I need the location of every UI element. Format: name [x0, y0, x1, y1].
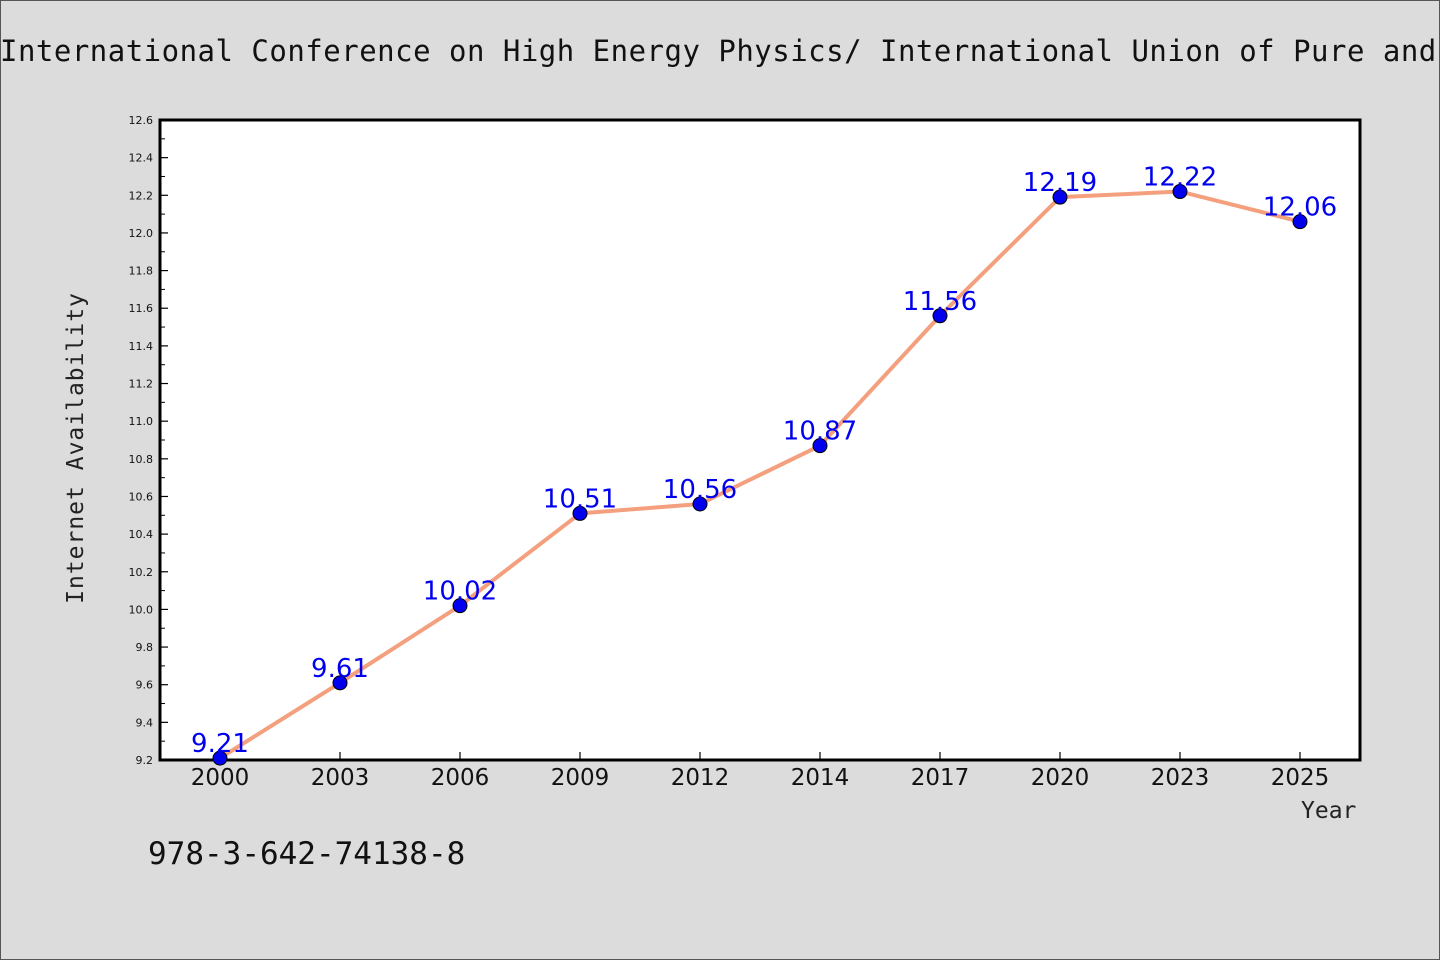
data-label-2006: 10.02	[423, 577, 497, 607]
y-tick-label: 9.8	[136, 641, 154, 654]
data-point-2003	[332, 675, 348, 691]
x-tick-label: 2009	[551, 765, 610, 791]
y-tick-label: 12.4	[129, 152, 154, 165]
y-tick-label: 11.0	[129, 415, 154, 428]
data-point-2012	[692, 496, 708, 512]
x-tick-label: 2020	[1031, 765, 1090, 791]
data-label-2003: 9.61	[311, 654, 369, 684]
data-point-2000	[212, 750, 228, 766]
data-point-2017	[932, 308, 948, 324]
x-tick-label: 2023	[1151, 765, 1210, 791]
x-tick-label: 2006	[431, 765, 490, 791]
data-label-2025: 12.06	[1263, 193, 1337, 223]
data-label-2017: 11.56	[903, 287, 977, 317]
data-point-2006	[452, 598, 468, 614]
y-tick-label: 9.2	[136, 754, 154, 767]
chart-title: International Conference on High Energy …	[0, 34, 1437, 68]
y-tick-label: 11.8	[129, 265, 154, 278]
y-tick-label: 11.2	[129, 378, 154, 391]
x-tick-label: 2003	[311, 765, 370, 791]
y-axis: 9.2 9.4 9.6 9.8 10.0 10.2 10.4 10.6 10.8 11.0 11.2…	[129, 114, 168, 767]
data-point-2020	[1052, 189, 1068, 205]
x-axis-label: Year	[1301, 798, 1357, 824]
y-tick-label: 12.6	[129, 114, 154, 127]
x-tick-label: 2012	[671, 765, 730, 791]
y-tick-label: 10.0	[129, 603, 154, 616]
y-tick-label: 9.6	[136, 679, 154, 692]
y-tick-label: 12.0	[129, 227, 154, 240]
data-point-2025	[1292, 214, 1308, 230]
y-tick-label: 9.4	[136, 716, 154, 729]
x-tick-label: 2000	[191, 765, 250, 791]
data-label-2014: 10.87	[783, 417, 857, 447]
data-point-2014	[812, 438, 828, 454]
data-label-2012: 10.56	[663, 475, 737, 505]
data-point-2023	[1172, 184, 1188, 200]
y-tick-label: 12.2	[129, 189, 154, 202]
y-tick-label: 11.4	[129, 340, 154, 353]
data-label-2009: 10.51	[543, 484, 617, 514]
isbn-footer: 978-3-642-74138-8	[148, 836, 466, 872]
y-tick-label: 10.6	[129, 490, 154, 503]
data-label-2000: 9.21	[191, 729, 249, 759]
y-tick-label: 10.2	[129, 566, 154, 579]
series-markers	[212, 184, 1308, 766]
y-tick-label: 10.4	[129, 528, 154, 541]
data-labels: 9.21 9.61 10.02 10.51 10.56 10.87 11.56 12.19 12…	[191, 163, 1337, 760]
x-tick-label: 2014	[791, 765, 850, 791]
plot-area	[158, 118, 1362, 762]
data-label-2023: 12.22	[1143, 163, 1217, 193]
y-axis-label: Internet Availability	[63, 292, 89, 604]
x-axis: 2000 2003 2006 2009 2012 2014 2017 2020 2023 2025	[191, 752, 1330, 791]
x-tick-label: 2017	[911, 765, 970, 791]
y-tick-label: 10.8	[129, 453, 154, 466]
data-label-2020: 12.19	[1023, 168, 1097, 198]
data-point-2009	[572, 505, 588, 521]
y-tick-label: 11.6	[129, 302, 154, 315]
series-line	[218, 189, 1301, 760]
x-tick-label: 2025	[1271, 765, 1330, 791]
